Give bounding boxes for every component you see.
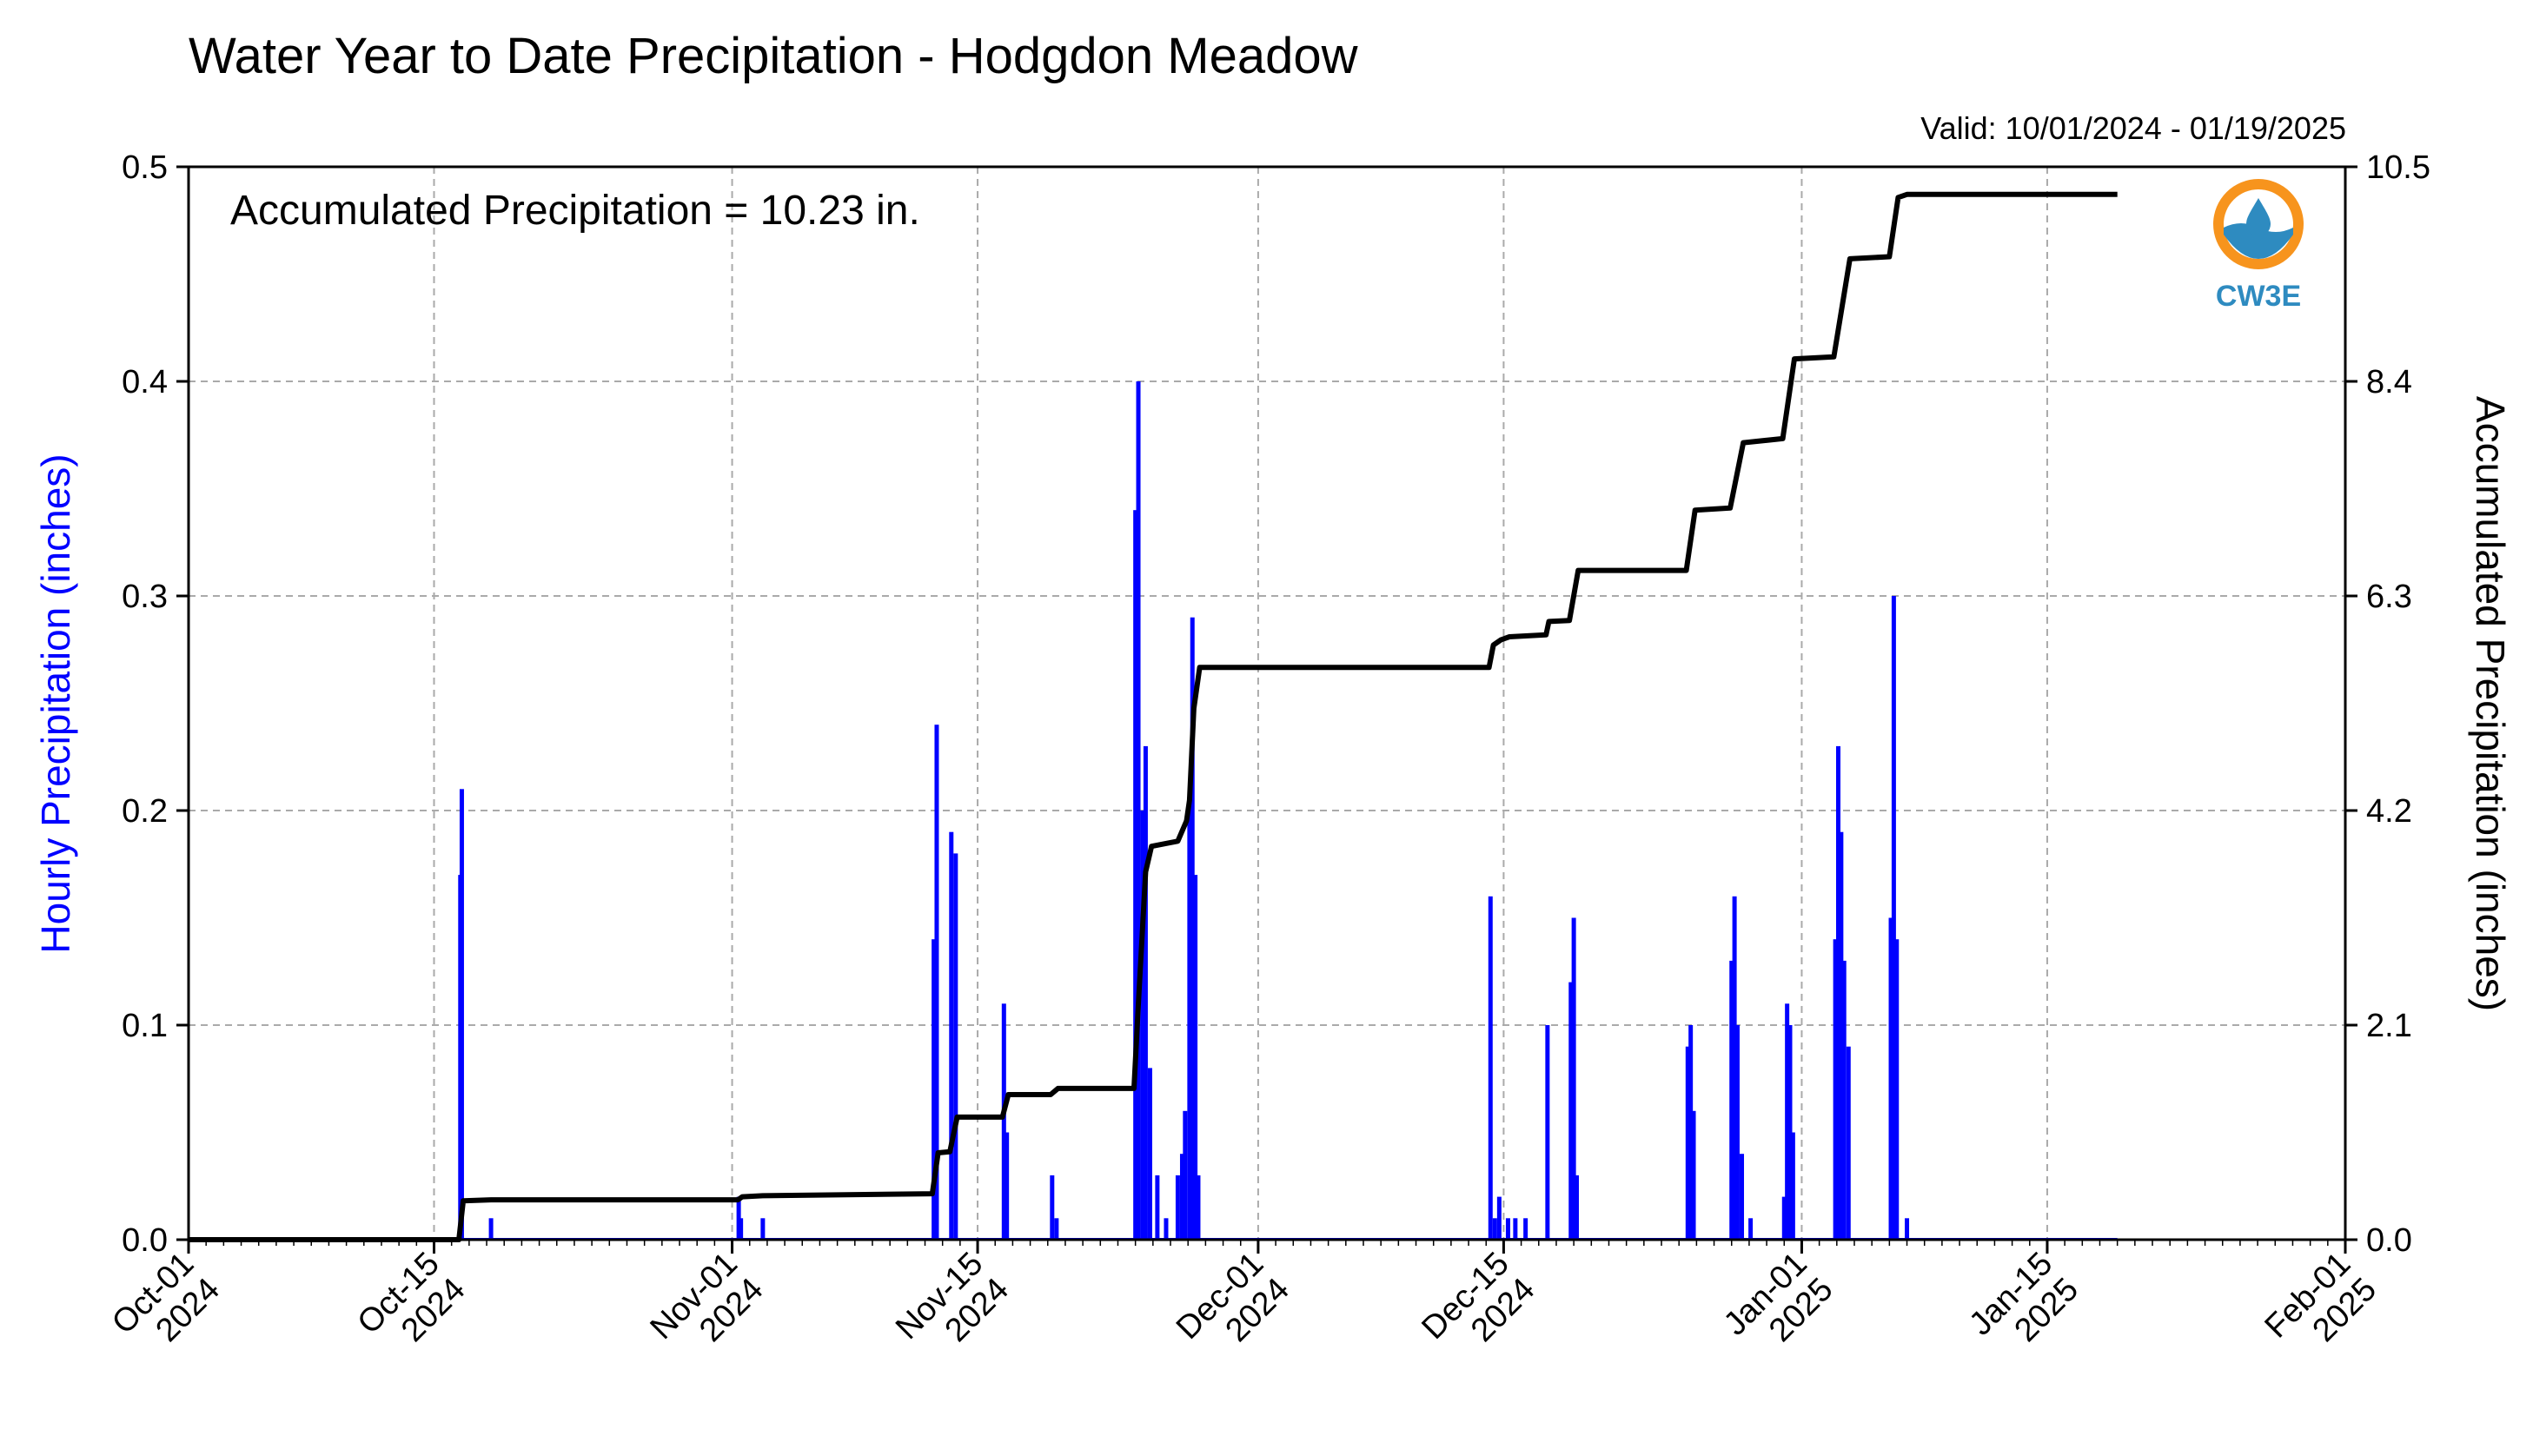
hourly-bar (739, 1218, 744, 1240)
hourly-bar (1685, 1046, 1690, 1240)
hourly-bar (1835, 745, 1840, 1240)
hourly-bars (189, 381, 2118, 1240)
hourly-bar (1568, 982, 1574, 1240)
y-tick-label-left: 0.0 (122, 1222, 168, 1259)
hourly-bar (1190, 617, 1195, 1240)
y-tick-label-left: 0.2 (122, 793, 168, 830)
hourly-bar (1748, 1218, 1754, 1240)
hourly-bar (459, 789, 464, 1240)
hourly-bar (1688, 1025, 1694, 1240)
hourly-bar (1175, 1175, 1180, 1240)
accumulated-annotation: Accumulated Precipitation = 10.23 in. (230, 188, 920, 234)
y-tick-label-right: 4.2 (2366, 793, 2412, 830)
hourly-bar (1846, 1046, 1851, 1240)
hourly-bar (1732, 896, 1737, 1240)
cw3e-logo: CW3E (2213, 179, 2304, 313)
hourly-bar (932, 939, 937, 1240)
accumulated-line-group (189, 191, 2118, 1242)
hourly-bar (1888, 917, 1893, 1240)
y-axis-label-right: Accumulated Precipitation (inches) (2468, 396, 2513, 1011)
hourly-bar (1050, 1175, 1055, 1240)
hourly-bar (1005, 1132, 1010, 1240)
chart-title: Water Year to Date Precipitation - Hodgd… (189, 28, 1359, 84)
accumulated-line (189, 191, 2118, 1242)
hourly-bar (736, 1196, 741, 1240)
hourly-bar (1187, 811, 1192, 1240)
chart-subtitle: Valid: 10/01/2024 - 01/19/2025 (1920, 110, 2346, 146)
logo-drop-icon (2246, 198, 2271, 236)
logo-text: CW3E (2216, 280, 2301, 313)
hourly-bar (1571, 917, 1576, 1240)
hourly-bar (1787, 1025, 1793, 1240)
hourly-bar (949, 831, 954, 1240)
y-tick-label-left: 0.5 (122, 149, 168, 186)
y-tick-label-left: 0.3 (122, 579, 168, 615)
hourly-bar (760, 1218, 766, 1240)
hourly-bar (1513, 1218, 1518, 1240)
y-axis-label-left: Hourly Precipitation (inches) (33, 453, 78, 953)
y-tick-label-right: 6.3 (2366, 579, 2412, 615)
logo-wave-icon (2224, 223, 2293, 259)
hourly-bar (1136, 381, 1141, 1240)
hourly-bar (1183, 1110, 1188, 1240)
hourly-bar (1196, 1175, 1201, 1240)
grid-lines (189, 167, 2345, 1240)
hourly-bar (1496, 1196, 1502, 1240)
hourly-bar (1164, 1218, 1169, 1240)
hourly-bar (1894, 939, 1900, 1240)
hourly-bar (1839, 831, 1844, 1240)
y-tick-label-right: 2.1 (2366, 1008, 2412, 1044)
hourly-bar (1833, 939, 1838, 1240)
hourly-bar (1147, 1068, 1152, 1240)
hourly-bar (1891, 596, 1896, 1240)
hourly-bar (1785, 1003, 1790, 1240)
hourly-bar (1574, 1175, 1579, 1240)
hourly-bar (1143, 745, 1148, 1240)
hourly-bar (1001, 1003, 1006, 1240)
y-tick-label-right: 10.5 (2366, 149, 2430, 186)
hourly-bar (1545, 1025, 1550, 1240)
hourly-bar (953, 853, 958, 1240)
hourly-bar (934, 725, 939, 1240)
hourly-bar (1781, 1196, 1787, 1240)
hourly-bar (1505, 1218, 1510, 1240)
hourly-bar (1155, 1175, 1160, 1240)
plot-frame (187, 165, 2347, 1241)
hourly-bar (1841, 960, 1847, 1240)
hourly-bar (1179, 1154, 1184, 1240)
hourly-bar (1193, 875, 1198, 1240)
y-tick-label-right: 8.4 (2366, 364, 2412, 400)
hourly-bar (1133, 510, 1138, 1240)
hourly-bar (1905, 1218, 1910, 1240)
hourly-bar (1140, 811, 1145, 1240)
hourly-bar (1523, 1218, 1528, 1240)
hourly-bar (1054, 1218, 1059, 1240)
hourly-bar (1488, 896, 1493, 1240)
hourly-bar (1790, 1132, 1795, 1240)
y-tick-label-right: 0.0 (2366, 1222, 2412, 1259)
hourly-bar (488, 1218, 494, 1240)
hourly-bar (1729, 960, 1734, 1240)
y-tick-label-left: 0.4 (122, 364, 168, 400)
hourly-bar (1691, 1110, 1696, 1240)
hourly-bar (1492, 1218, 1497, 1240)
hourly-bar (1740, 1154, 1745, 1240)
y-tick-label-left: 0.1 (122, 1008, 168, 1044)
hourly-bar (1734, 1025, 1740, 1240)
